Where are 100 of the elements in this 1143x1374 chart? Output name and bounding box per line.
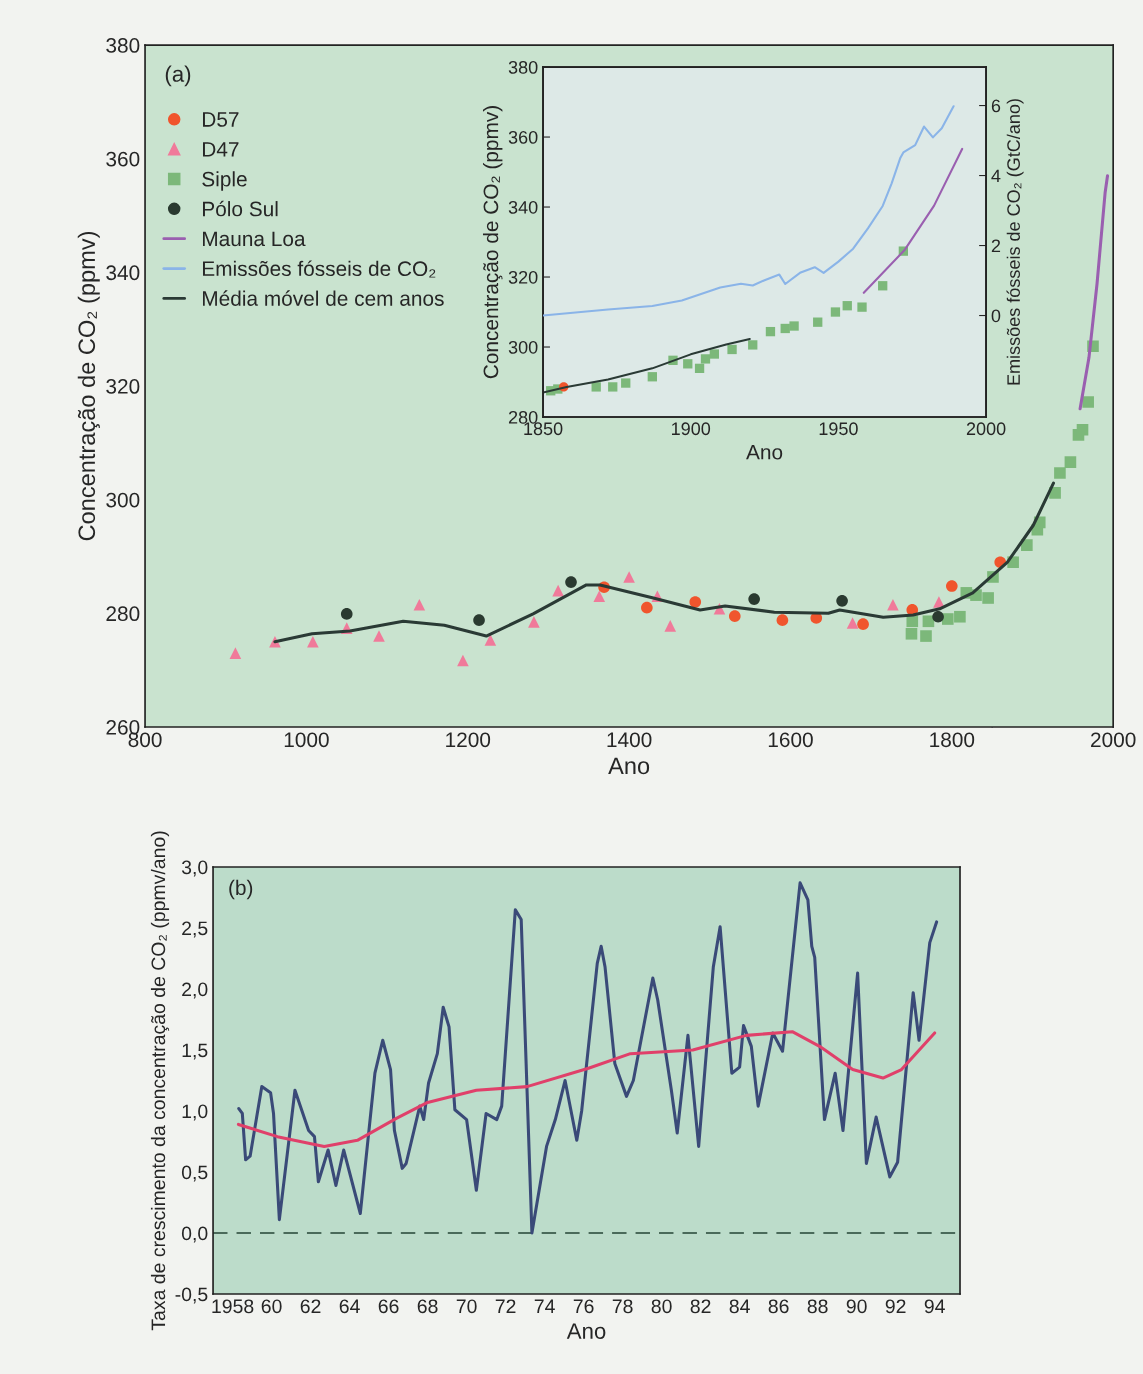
y2-tick-label: 4 (991, 169, 1001, 183)
x-axis-title: Ano (608, 757, 650, 775)
point (842, 301, 852, 311)
point (846, 617, 859, 629)
x-tick-label: 66 (378, 1299, 399, 1314)
annotation: (a) (165, 65, 191, 87)
point (776, 614, 789, 626)
y-tick-label: 1,5 (182, 1043, 208, 1060)
point (932, 610, 944, 623)
x-tick-label: 94 (924, 1299, 945, 1314)
y-tick-label: 380 (508, 60, 538, 74)
point (922, 615, 935, 628)
y-tick-label: 340 (508, 200, 538, 214)
line-series (1078, 174, 1110, 411)
point (728, 610, 741, 622)
point (229, 647, 242, 659)
x-tick-label: 76 (573, 1299, 594, 1314)
line-series (862, 147, 964, 294)
x-tick-label: 1958 (212, 1299, 254, 1314)
point (1076, 423, 1089, 436)
y-tick-label: 320 (106, 379, 140, 394)
y-tick-label: 340 (106, 265, 140, 281)
point (528, 616, 540, 628)
point (905, 627, 918, 640)
point (836, 595, 848, 607)
y-tick-label: 300 (106, 492, 140, 508)
x-tick-label: 70 (456, 1299, 477, 1314)
point (748, 340, 758, 350)
point (830, 307, 841, 317)
line-series (543, 105, 955, 317)
x-tick-label: 1850 (524, 422, 563, 436)
point (593, 590, 606, 603)
x-tick-label: 86 (768, 1299, 789, 1314)
point (813, 317, 823, 327)
y-tick-label: 280 (508, 410, 538, 424)
x-tick-label: 84 (729, 1299, 750, 1314)
y-tick-label: 2,5 (182, 921, 208, 938)
point (700, 354, 711, 364)
point (664, 620, 677, 632)
y2-axis-title: Emissões fósseis de CO₂ (GtC/ano) (1006, 99, 1024, 385)
x-tick-label: 1950 (819, 422, 858, 436)
point (946, 580, 958, 592)
line-series (236, 1030, 937, 1148)
point (789, 321, 799, 331)
point (1054, 467, 1066, 479)
y-axis-title: Taxa de crescimento da concentração de CO₂ (ppmv/ano) (150, 831, 170, 1331)
x-tick-label: 68 (417, 1299, 438, 1314)
x-tick-label: 78 (612, 1299, 633, 1314)
point (694, 363, 705, 374)
legend-label: D57 (203, 112, 239, 127)
point (340, 608, 353, 620)
point (1082, 396, 1094, 408)
point (727, 344, 737, 355)
x-axis-title: Ano (566, 1323, 606, 1339)
legend-label: Siple (202, 171, 247, 191)
legend-label: Mauna Loa (203, 231, 306, 247)
x-tick-label: 72 (495, 1299, 516, 1313)
annotation: (b) (229, 879, 253, 900)
y-tick-label: -0,5 (175, 1287, 208, 1304)
point (591, 382, 601, 392)
point (565, 576, 577, 588)
y-tick-label: 0,5 (181, 1165, 208, 1182)
x-tick-label: 2000 (966, 422, 1006, 436)
point (473, 614, 485, 626)
y2-tick-label: 0 (991, 309, 1001, 323)
y-tick-label: 380 (106, 38, 140, 53)
point (857, 618, 869, 630)
point (641, 601, 653, 614)
point (920, 630, 932, 642)
x-tick-label: 82 (690, 1299, 711, 1314)
point (857, 302, 867, 312)
x-tick-label: 60 (261, 1299, 282, 1314)
point (621, 378, 631, 388)
y-tick-label: 300 (508, 340, 538, 354)
point (748, 593, 760, 605)
x-tick-label: 90 (846, 1299, 867, 1314)
x-tick-label: 80 (651, 1299, 672, 1314)
y-tick-label: 280 (106, 606, 140, 622)
x-tick-label: 88 (807, 1299, 828, 1314)
x-tick-label: 1800 (930, 732, 975, 748)
point (689, 596, 702, 608)
y-tick-label: 360 (508, 130, 538, 144)
x-tick-label: 2000 (1091, 732, 1136, 748)
y-tick-label: 320 (508, 270, 538, 284)
x-tick-label: 1200 (446, 732, 491, 748)
point (373, 630, 385, 642)
point (878, 281, 888, 291)
point (608, 382, 618, 392)
point (954, 610, 966, 623)
x-tick-label: 62 (300, 1299, 321, 1314)
x-tick-label: 1000 (284, 732, 329, 748)
point (887, 599, 899, 611)
point (982, 592, 994, 604)
x-tick-label: 92 (885, 1299, 906, 1314)
legend-label: Emissões fósseis de CO₂ (203, 260, 436, 278)
x-tick-label: 1400 (607, 732, 652, 748)
point (623, 571, 635, 583)
point (413, 599, 426, 611)
x-axis-title: Ano (746, 445, 783, 460)
point (1064, 456, 1077, 468)
